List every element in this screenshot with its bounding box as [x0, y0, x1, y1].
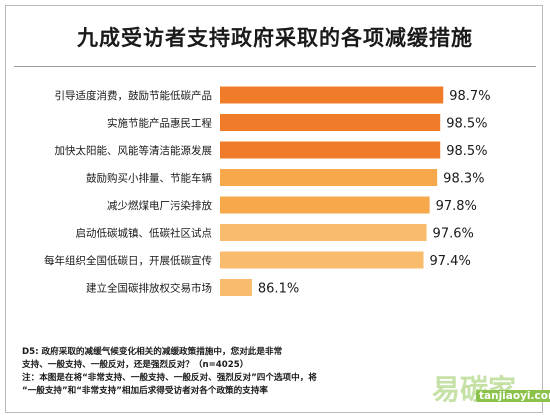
value-label: 97.4% [430, 254, 471, 269]
value-label: 97.8% [436, 199, 477, 214]
category-label: 鼓励购买小排量、节能车辆 [86, 172, 212, 185]
value-label: 98.3% [443, 172, 484, 187]
bar [220, 224, 427, 241]
watermark-url: tanjiaoyi.com [476, 390, 550, 402]
bar [220, 169, 438, 186]
bar [220, 279, 252, 296]
footnote-line-3: 注：本图是在将“非常支持、一般支持、一般反对、强烈反对”四个选项中，将 [22, 373, 317, 383]
bar [220, 141, 441, 159]
footnote-line-4: “一般支持”和“非常支持”相加后求得受访者对各个政策的支持率 [22, 386, 269, 396]
value-label: 86.1% [258, 282, 299, 297]
bar [220, 251, 424, 269]
value-label: 98.5% [446, 144, 487, 159]
category-label: 建立全国碳排放权交易市场 [86, 282, 212, 295]
footnote: D5: 政府采取的减缓气候变化相关的减缓政策措施中，您对此是非常 支持、一般支持… [22, 346, 452, 398]
category-label: 实施节能产品惠民工程 [107, 117, 212, 130]
value-label: 97.6% [433, 227, 474, 242]
value-label: 98.5% [446, 117, 487, 132]
category-label: 加快太阳能、风能等清洁能源发展 [55, 144, 213, 157]
footnote-line-1: D5: 政府采取的减缓气候变化相关的减缓政策措施中，您对此是非常 [22, 347, 283, 357]
bar [220, 86, 444, 104]
value-label: 98.7% [449, 89, 490, 104]
bar [220, 196, 430, 214]
category-label: 每年组织全国低碳日，开展低碳宣传 [44, 254, 212, 267]
category-label: 引导适度消费，鼓励节能低碳产品 [55, 89, 213, 102]
category-label: 启动低碳城镇、低碳社区试点 [76, 227, 213, 240]
watermark-logo: 易碳家 tanjiaoyi.com [432, 368, 550, 412]
watermark-text: 易碳家 [432, 373, 517, 406]
bar [220, 114, 441, 131]
category-label: 减少燃煤电厂污染排放 [107, 199, 212, 212]
chart-title: 九成受访者支持政府采取的各项减缓措施 [77, 26, 473, 50]
title-divider [14, 66, 536, 67]
footnote-line-2: 支持、一般支持、一般反对，还是强烈反对？（n=4025） [22, 360, 249, 370]
